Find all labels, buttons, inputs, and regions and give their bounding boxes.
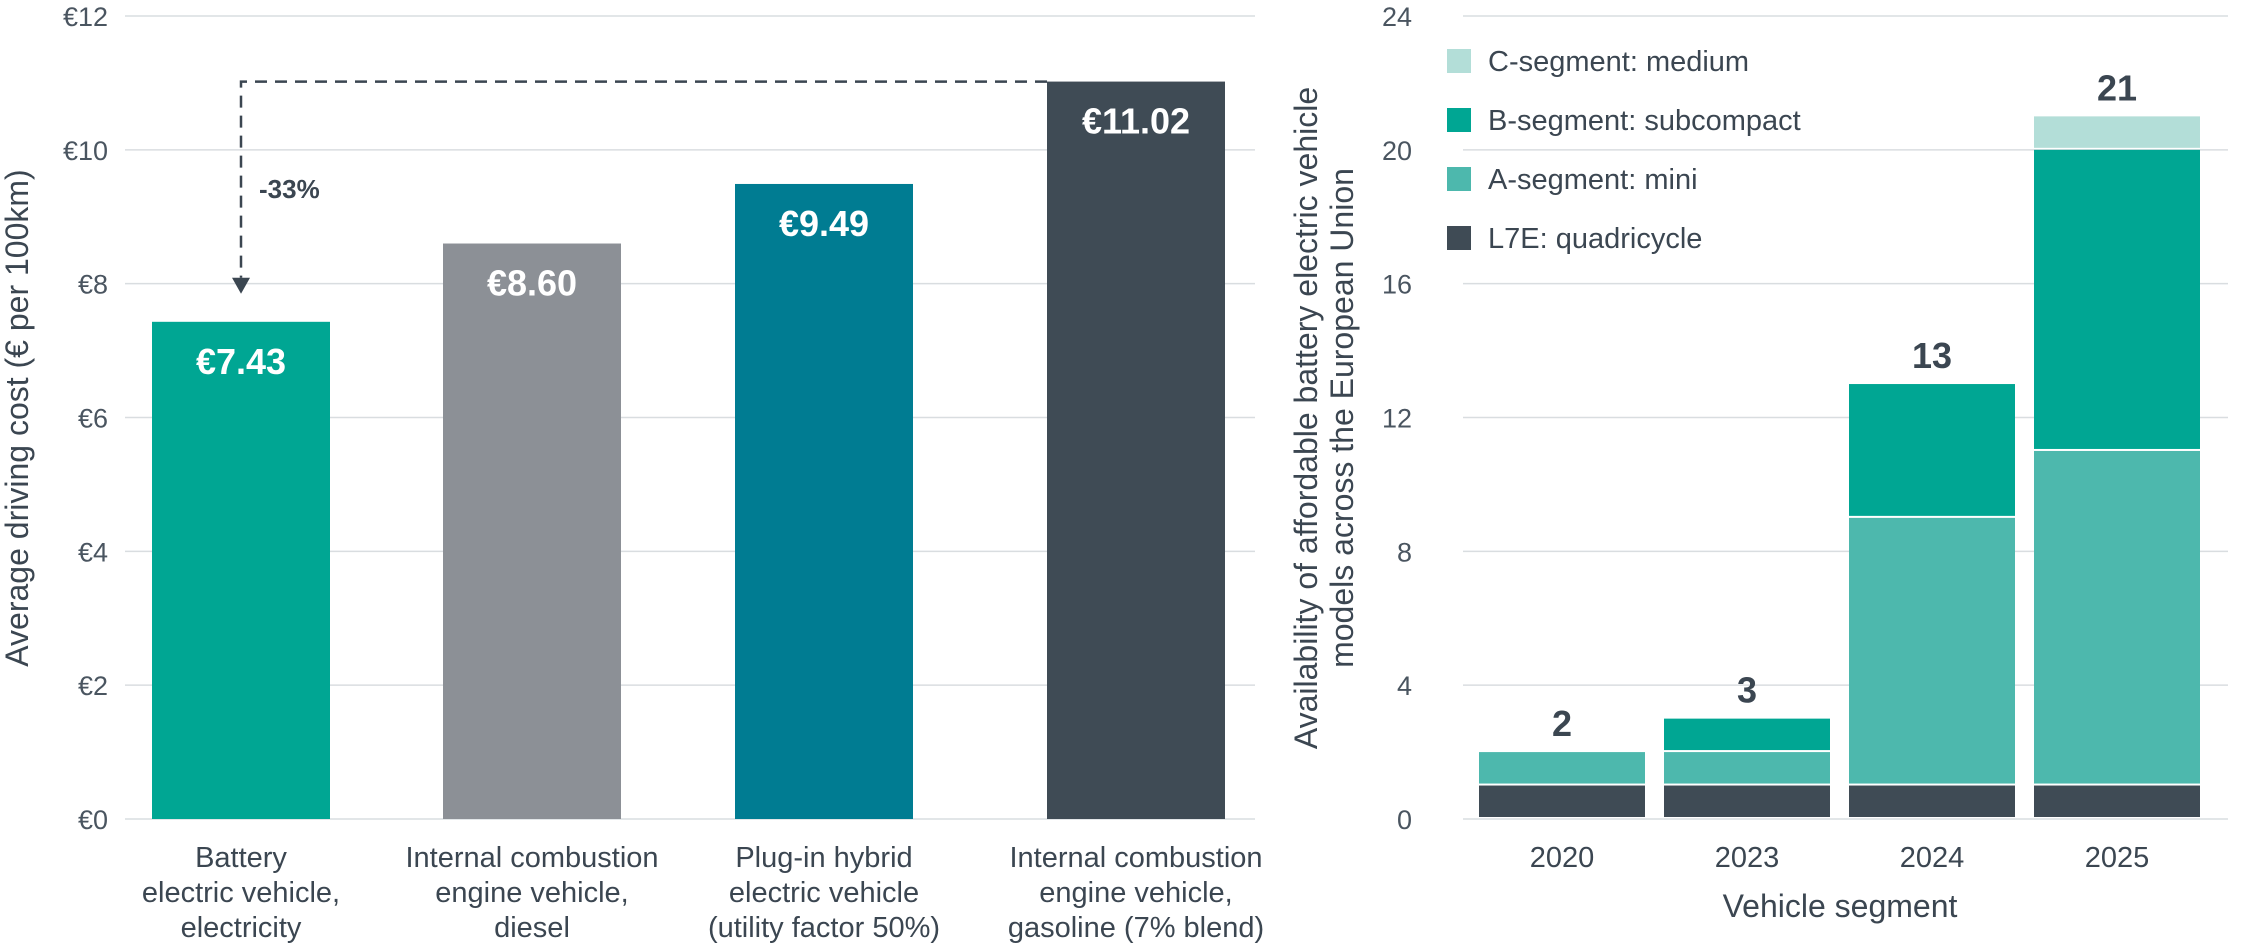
bar-value-label: €7.43: [196, 341, 286, 382]
y-axis-title: Average driving cost (€ per 100km): [0, 169, 35, 666]
bar: [443, 243, 621, 819]
y-tick-label: €4: [78, 537, 108, 567]
comparison-arrow-head: [232, 277, 250, 294]
y-tick-label: 4: [1397, 671, 1412, 701]
x-category-label: Battery: [195, 842, 287, 874]
x-category-label: gasoline (7% blend): [1008, 912, 1264, 944]
y-tick-label: €2: [78, 671, 108, 701]
x-category-label: Plug-in hybrid: [735, 842, 912, 874]
legend-label: B-segment: subcompact: [1488, 105, 1801, 137]
stacked-bar-segment: [1849, 517, 2015, 784]
x-category-label: 2025: [2085, 842, 2150, 874]
bar-value-label: €9.49: [779, 203, 869, 244]
legend-swatch: [1447, 108, 1471, 132]
stacked-bar-segment: [2034, 149, 2200, 449]
y-axis-title-line1: Availability of affordable battery elect…: [1288, 87, 1324, 749]
stacked-bar-segment: [1664, 718, 1830, 751]
y-tick-label: €6: [78, 404, 108, 434]
bar-total-label: 3: [1737, 670, 1757, 711]
x-category-label: (utility factor 50%): [708, 912, 940, 944]
x-category-label: electricity: [181, 912, 302, 944]
x-category-label: diesel: [494, 912, 570, 944]
y-tick-label: 20: [1382, 136, 1412, 166]
legend-label: C-segment: medium: [1488, 46, 1749, 78]
y-tick-label: 24: [1382, 2, 1412, 32]
x-category-label: electric vehicle: [729, 877, 919, 909]
stacked-bar-segment: [1479, 785, 1645, 817]
x-category-label: 2024: [1900, 842, 1965, 874]
x-category-label: Internal combustion: [1009, 842, 1262, 874]
legend-label: A-segment: mini: [1488, 164, 1698, 196]
x-category-label: 2023: [1715, 842, 1780, 874]
bar-value-label: €8.60: [487, 263, 577, 304]
x-axis-title: Vehicle segment: [1723, 888, 1958, 924]
comparison-annotation: -33%: [259, 174, 320, 204]
x-category-label: 2020: [1530, 842, 1595, 874]
stacked-bar-segment: [1479, 752, 1645, 784]
y-tick-label: 12: [1382, 404, 1412, 434]
comparison-arrow-line: [239, 80, 1047, 278]
y-axis-title-line2: models across the European Union: [1324, 168, 1360, 668]
stacked-bar-segment: [2034, 116, 2200, 148]
bar: [735, 183, 913, 820]
y-tick-label: €8: [78, 270, 108, 300]
y-tick-label: €10: [63, 136, 108, 166]
stacked-bar-segment: [1664, 785, 1830, 817]
stacked-bar-segment: [2034, 450, 2200, 784]
bar-total-label: 13: [1912, 335, 1952, 376]
legend-swatch: [1447, 49, 1471, 73]
x-category-label: Internal combustion: [405, 842, 658, 874]
legend-swatch: [1447, 167, 1471, 191]
bar-total-label: 2: [1552, 703, 1572, 744]
stacked-bar-segment: [2034, 785, 2200, 817]
x-category-label: engine vehicle,: [435, 877, 628, 909]
y-tick-label: 16: [1382, 270, 1412, 300]
y-tick-label: €12: [63, 2, 108, 32]
stacked-bar-segment: [1849, 384, 2015, 516]
stacked-bar-segment: [1664, 752, 1830, 784]
bar: [152, 321, 330, 819]
y-tick-label: 0: [1397, 805, 1412, 835]
stacked-bar-segment: [1849, 785, 2015, 817]
bar: [1047, 81, 1225, 820]
x-category-label: electric vehicle,: [142, 877, 340, 909]
bar-value-label: €11.02: [1082, 101, 1190, 142]
x-category-label: engine vehicle,: [1039, 877, 1232, 909]
y-tick-label: €0: [78, 805, 108, 835]
y-tick-label: 8: [1397, 537, 1412, 567]
legend-swatch: [1447, 226, 1471, 250]
bar-total-label: 21: [2097, 67, 2137, 108]
legend-label: L7E: quadricycle: [1488, 223, 1702, 255]
